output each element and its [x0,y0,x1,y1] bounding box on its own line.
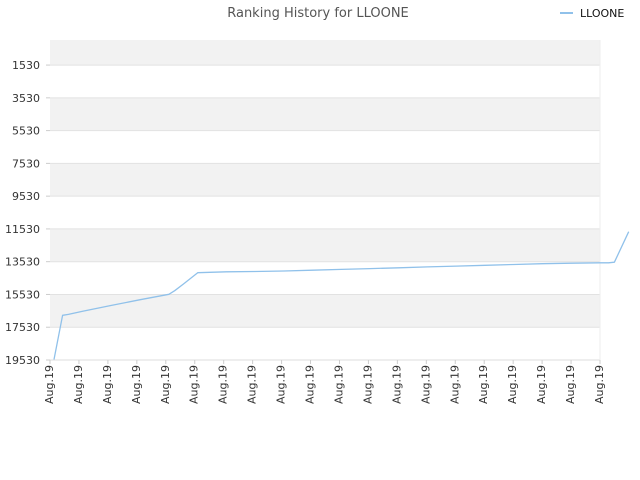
plot-band [50,40,600,66]
plot-band [50,261,600,295]
x-tick-label: Aug.19 [535,365,548,404]
x-tick-label: Aug.19 [72,365,85,404]
y-tick-label: 15530 [5,288,40,301]
y-tick-label: 11530 [5,223,40,236]
gridlines [50,40,601,361]
series-line-lloone [53,231,630,360]
y-tick-label: 1530 [12,59,40,72]
plot-band [50,130,600,164]
x-axis: Aug.19 Aug.19 Aug.19 Aug.19 Aug.19 Aug.19 Aug.… [43,360,606,404]
x-tick-label: Aug.19 [419,365,432,404]
x-tick-label: Aug.19 [304,365,317,404]
x-tick-label: Aug.19 [477,365,490,404]
plot-background [50,40,600,360]
legend-label: LLOONE [580,7,624,20]
plot-band [50,294,600,328]
x-tick-label: Aug.19 [361,365,374,404]
x-tick-label: Aug.19 [593,365,606,404]
legend: LLOONE [560,7,624,20]
x-tick-label: Aug.19 [564,365,577,404]
chart-title: Ranking History for LLOONE [227,6,409,21]
y-tick-label: 19530 [5,354,40,367]
y-tick-label: 9530 [12,190,40,203]
y-axis: 1530 3530 5530 7530 9530 11530 13530 15530 17530… [5,59,50,367]
y-tick-label: 5530 [12,125,40,138]
x-tick-label: Aug.19 [188,365,201,404]
plot-band [50,65,600,98]
plot-band [50,163,600,197]
series-layer [53,231,630,360]
x-tick-label: Aug.19 [101,365,114,404]
y-tick-label: 3530 [12,92,40,105]
plot-band [50,228,600,262]
plot-band [50,327,600,360]
x-tick-label: Aug.19 [159,365,172,404]
x-tick-label: Aug.19 [506,365,519,404]
x-tick-label: Aug.19 [246,365,259,404]
y-tick-label: 17530 [5,321,40,334]
plot-band [50,97,600,131]
x-tick-label: Aug.19 [275,365,288,404]
x-tick-label: Aug.19 [390,365,403,404]
x-tick-label: Aug.19 [130,365,143,404]
y-tick-label: 13530 [5,256,40,269]
plot-band [50,196,600,229]
x-tick-label: Aug.19 [217,365,230,404]
x-tick-label: Aug.19 [43,365,56,404]
x-tick-label: Aug.19 [332,365,345,404]
x-tick-label: Aug.19 [448,365,461,404]
y-tick-label: 7530 [12,157,40,170]
